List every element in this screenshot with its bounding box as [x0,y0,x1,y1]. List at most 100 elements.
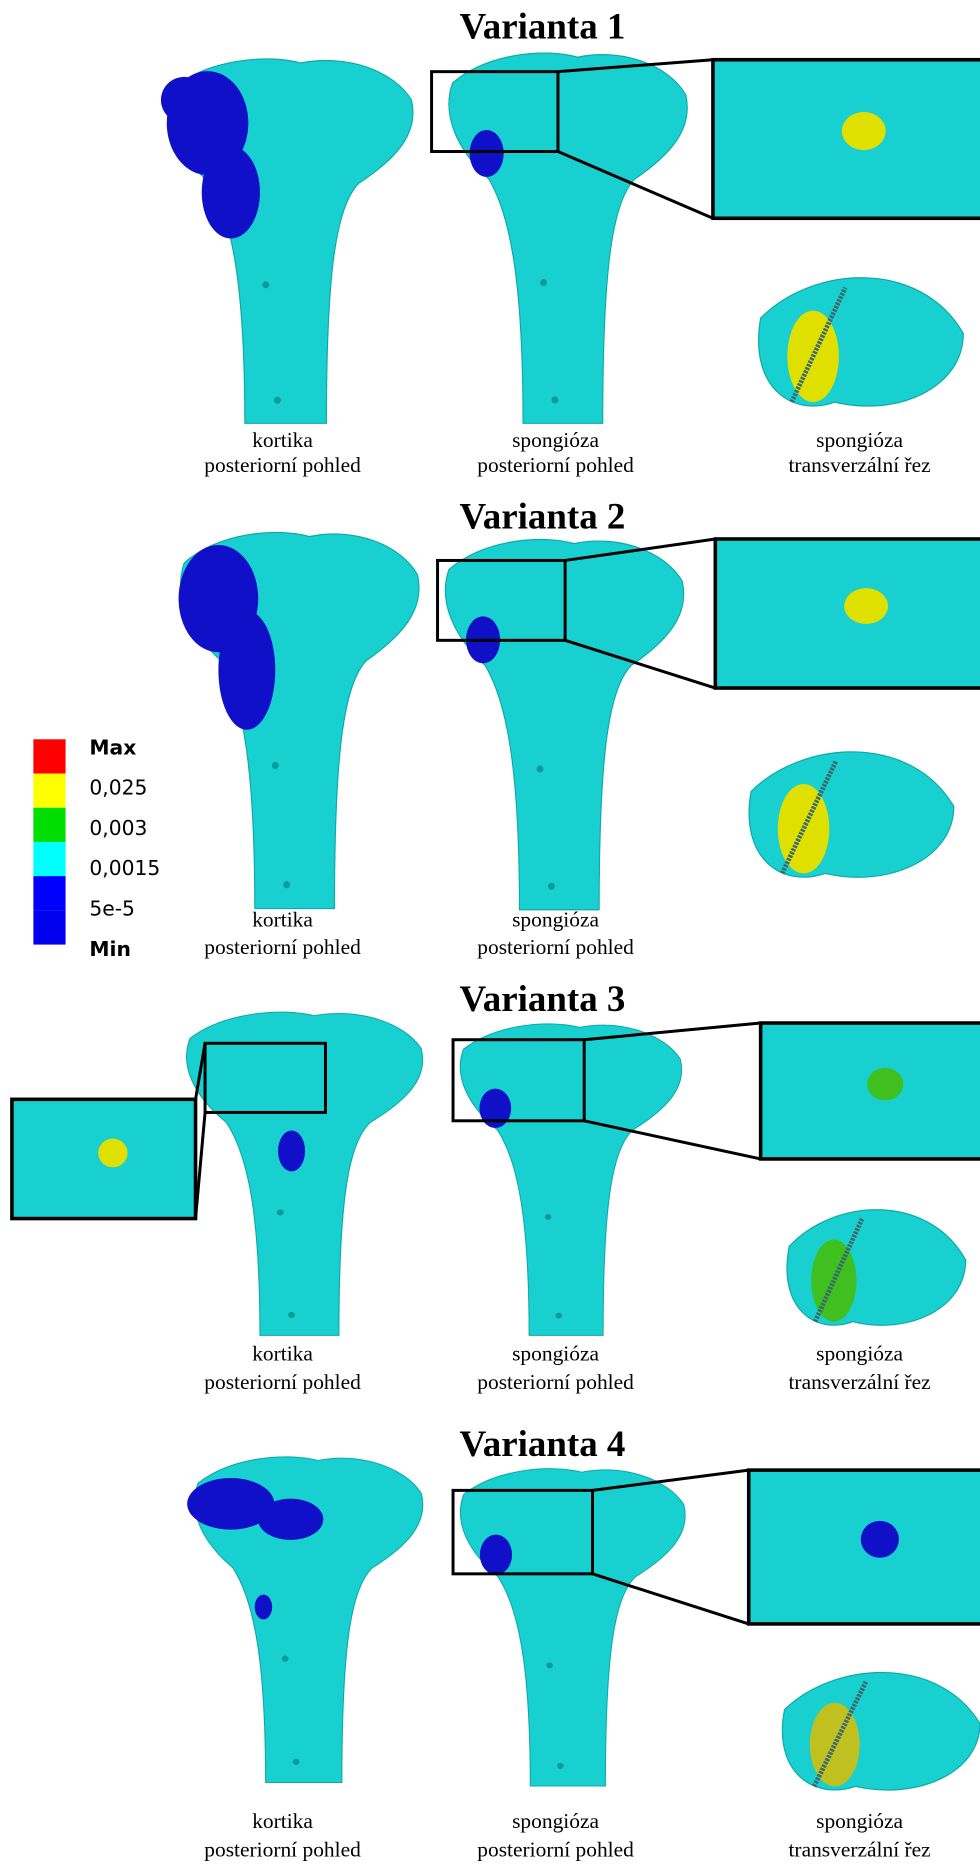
screw [789,286,848,404]
legend-label: 0,025 [89,776,147,800]
caption: transverzální řez [788,1370,930,1394]
bone-shape [186,1011,424,1336]
screw-hole [281,1655,289,1662]
caption: transverzální řez [788,1837,930,1861]
caption: kortika [252,428,313,452]
zoom-detail [844,588,889,624]
legend-swatch [33,841,66,877]
screw-hole [555,1312,562,1319]
legend-label: 0,0015 [89,856,160,880]
low-strain-region [201,146,260,239]
zoom-connector [564,638,716,690]
caption: posteriorní pohled [477,1370,634,1394]
screw [811,1680,869,1788]
panel-title: Varianta 3 [460,978,626,1019]
zoom-source [203,1041,327,1114]
legend-swatch [33,807,66,842]
caption: posteriorní pohled [204,1370,361,1394]
caption: spongióza [512,428,599,452]
legend-label: Min [89,937,131,961]
zoom-connector [592,1468,749,1492]
caption: posteriorní pohled [204,935,361,959]
low-strain-region [479,1088,512,1129]
legend-label: 5e-5 [89,897,135,921]
caption: kortika [252,1809,313,1833]
bone [186,1011,424,1336]
caption: transverzální řez [788,453,930,477]
bone-shape [448,52,688,424]
screw-hole [288,1311,295,1318]
legend-label: Max [89,735,136,759]
bone [448,52,688,424]
screw [812,1217,865,1323]
zoom-connector [592,1572,750,1626]
bone [459,1468,686,1787]
screw-hole [547,882,555,890]
zoom-connector [564,537,716,562]
zoom-source [451,1488,595,1576]
caption: spongióza [816,1341,903,1365]
strain-region [777,783,830,874]
caption: posteriorní pohled [477,935,634,959]
low-strain-region [469,129,504,177]
caption: posteriorní pohled [477,1837,634,1861]
caption: spongióza [512,1341,599,1365]
panel-title: Varianta 1 [460,5,626,46]
zoom-source [436,558,567,642]
bone-shape [459,1023,683,1336]
bone-shape [444,538,685,911]
legend-swatch [33,910,66,945]
zoom-connector [583,1119,761,1161]
screw-hole [540,278,547,287]
zoom-connector [194,1043,207,1100]
zoom-view [758,1021,980,1161]
screw-hole [557,1762,564,1769]
caption: spongióza [512,907,599,931]
caption: spongióza [816,1809,903,1833]
zoom-source [451,1038,586,1123]
low-strain-region [257,1498,324,1540]
bone [178,531,420,910]
zoom-detail [860,1520,899,1558]
caption: posteriorní pohled [477,453,634,477]
screw-hole [292,1758,300,1765]
bone-shape [194,1456,424,1783]
legend-swatch [33,773,66,808]
caption: spongióza [512,1809,599,1833]
zoom-connector [194,1112,207,1219]
low-strain-region [254,1594,273,1620]
low-strain-region [479,1534,513,1575]
zoom-connector [584,1021,761,1042]
zoom-connector [557,58,714,74]
low-strain-region [278,1130,306,1172]
caption: kortika [252,1341,313,1365]
zoom-detail [98,1138,128,1168]
low-strain-region [218,610,276,730]
screw-hole [544,1213,552,1220]
panel-title: Varianta 4 [460,1423,626,1464]
screw-hole [262,281,270,289]
caption: posteriorní pohled [204,1837,361,1861]
panel-title: Varianta 2 [460,495,626,536]
bone [160,58,414,424]
screw-hole [536,765,544,773]
screw-hole [283,881,291,889]
legend-swatch [33,876,66,911]
screw-hole [271,761,279,770]
bone [459,1023,683,1336]
screw-hole [546,1662,553,1669]
caption: spongióza [816,428,903,452]
screw-hole [273,396,281,404]
zoom-source [430,70,560,154]
low-strain-region [160,76,208,124]
screw [779,760,838,875]
zoom-connector [557,150,714,220]
bone [187,1456,424,1783]
zoom-detail [841,112,886,151]
low-strain-region [187,1478,275,1530]
screw-hole [276,1209,284,1216]
caption: posteriorní pohled [204,453,361,477]
zoom-detail [867,1067,904,1101]
